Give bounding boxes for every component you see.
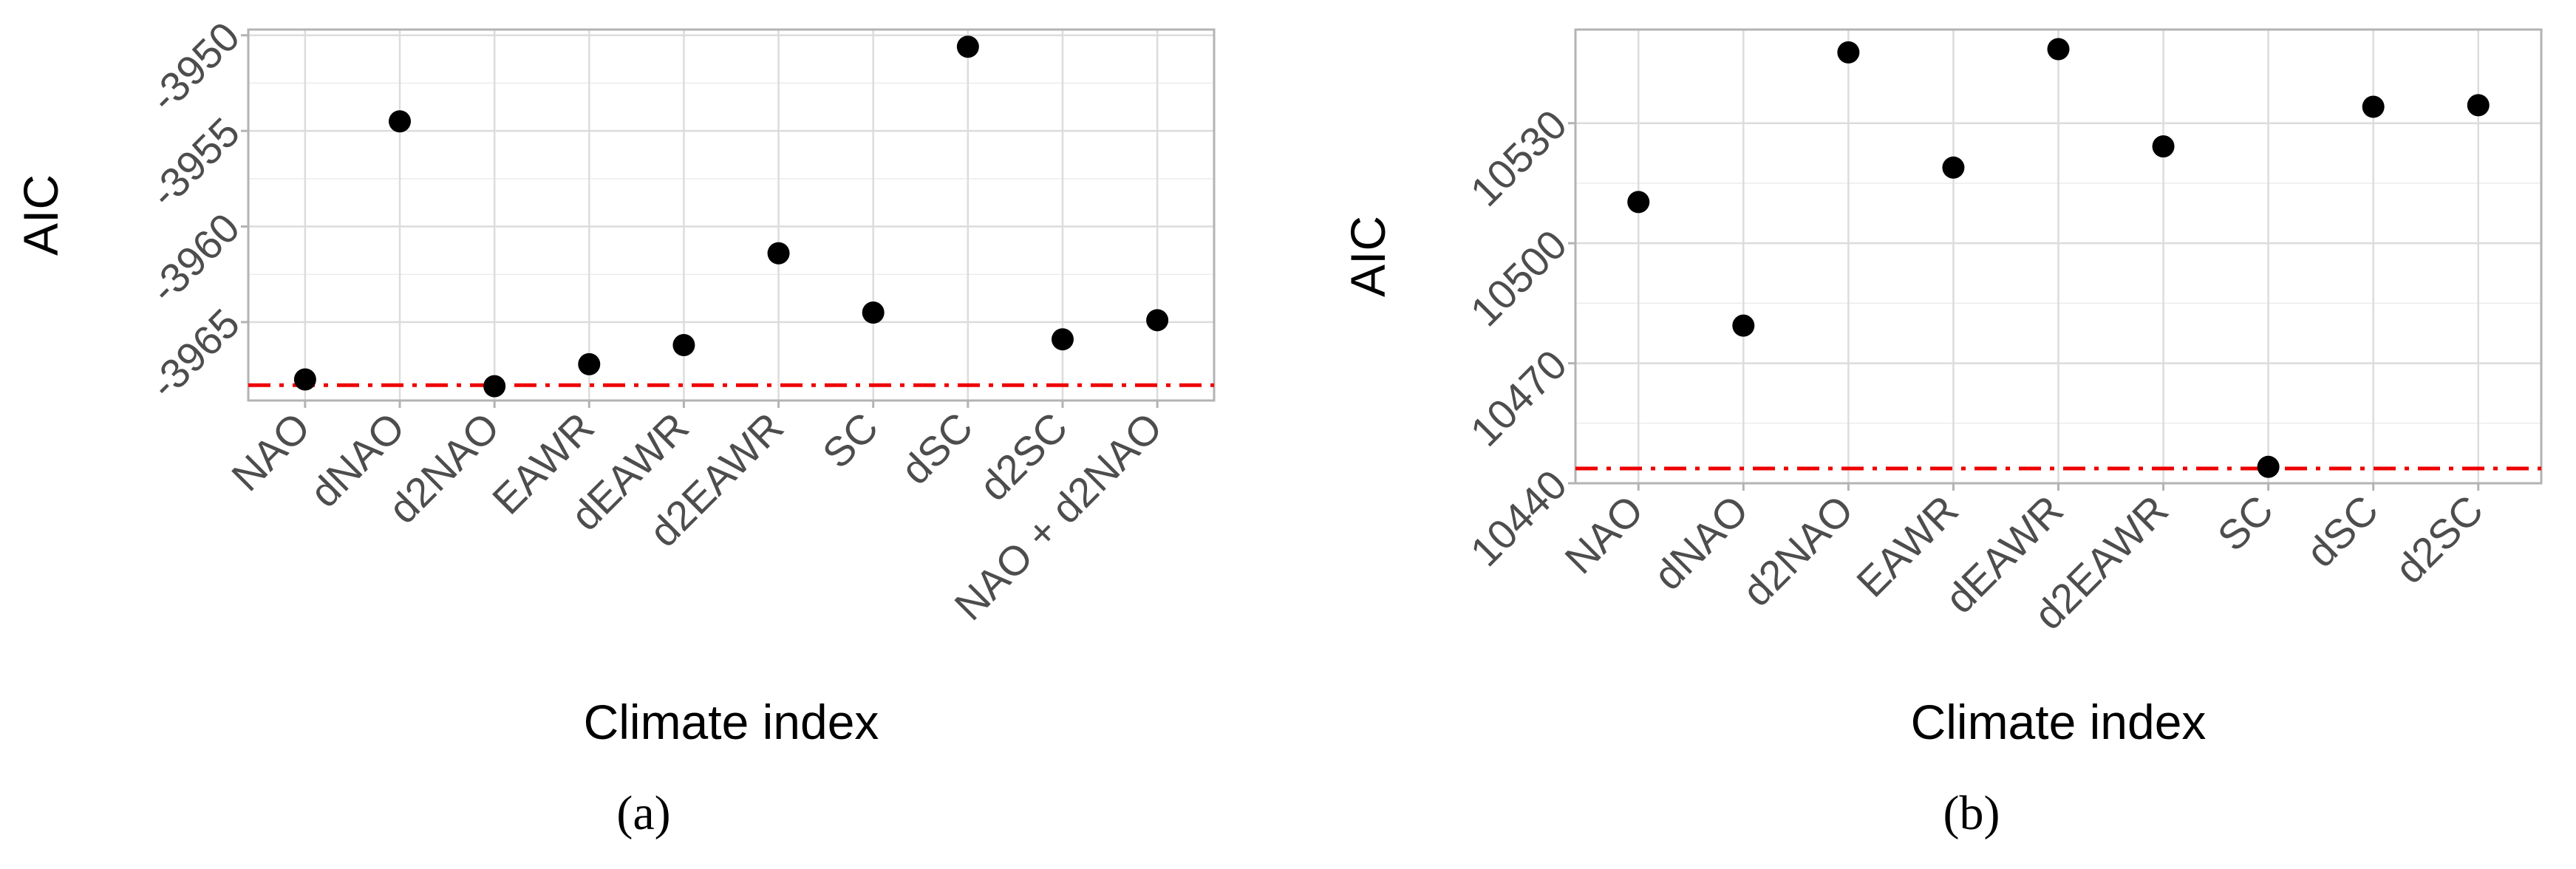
x-tick-label: d2SC — [2386, 486, 2492, 593]
x-tick-label: dSC — [2297, 486, 2388, 576]
point — [672, 333, 695, 356]
y-tick-label: -3950 — [140, 13, 248, 120]
point — [2467, 94, 2490, 117]
panel-label: (b) — [1943, 786, 2000, 840]
point — [2362, 95, 2385, 118]
y-tick-label: -3960 — [140, 204, 248, 312]
point — [1627, 191, 1650, 214]
point — [2152, 135, 2175, 158]
y-tick-label: 10440 — [1461, 461, 1575, 576]
y-axis-title: AIC — [1340, 216, 1395, 297]
point — [1732, 314, 1755, 337]
point — [293, 368, 316, 391]
y-tick-label: -3955 — [140, 109, 248, 217]
plot-frame — [247, 28, 1216, 402]
point — [1942, 156, 1965, 179]
x-tick-label: NAO — [1556, 486, 1652, 582]
y-tick-label: 10500 — [1461, 221, 1575, 335]
x-tick-label: d2NAO — [1733, 486, 1861, 615]
point — [2257, 455, 2280, 478]
y-axis-title: AIC — [13, 174, 68, 256]
x-axis-title: Climate index — [584, 695, 879, 749]
point — [1837, 41, 1860, 64]
y-tick-label: 10530 — [1461, 100, 1575, 215]
x-tick-label: dSC — [892, 403, 982, 494]
point — [2047, 38, 2070, 61]
y-tick-label: -3965 — [140, 300, 248, 408]
y-tick-label: 10470 — [1461, 341, 1575, 455]
point — [483, 375, 506, 398]
point — [767, 242, 790, 265]
point — [1051, 328, 1074, 351]
x-tick-label: SC — [2209, 486, 2283, 560]
x-tick-label: SC — [814, 403, 887, 477]
point — [578, 352, 601, 375]
point — [1146, 309, 1169, 332]
point — [389, 110, 412, 133]
point — [956, 35, 979, 58]
panel-label: (a) — [616, 786, 670, 840]
x-axis-title: Climate index — [1911, 695, 2207, 749]
point — [862, 301, 885, 324]
